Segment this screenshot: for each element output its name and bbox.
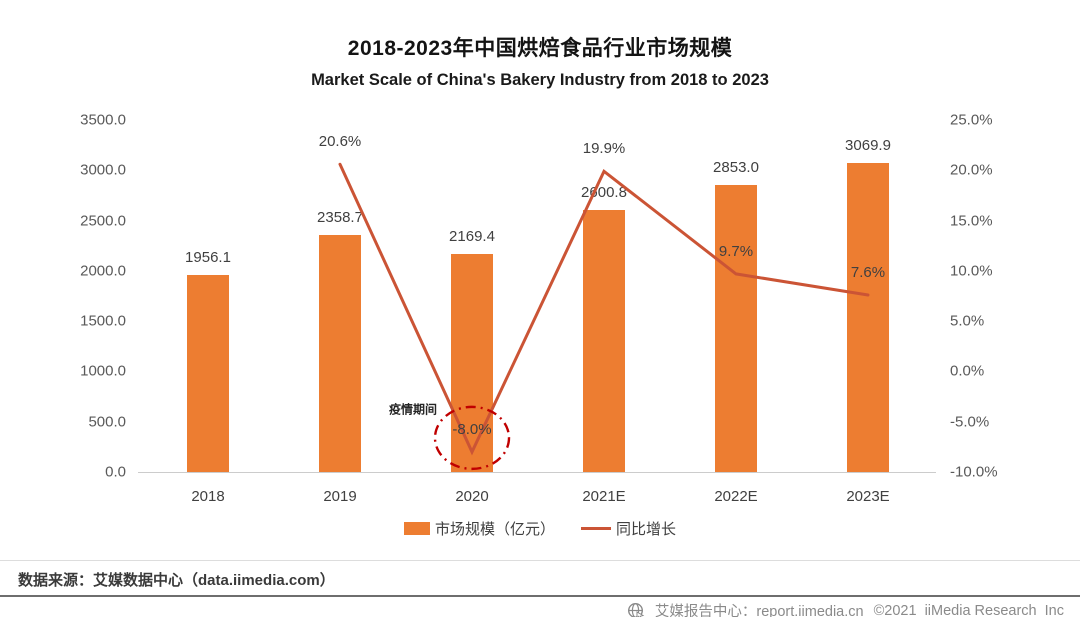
x-axis-label: 2020 — [455, 488, 489, 505]
bar — [715, 185, 757, 472]
legend-label: 市场规模（亿元） — [434, 521, 555, 538]
x-axis-label: 2023E — [846, 488, 890, 505]
y-axis-tick-left: 3500.0 — [80, 111, 126, 129]
y-axis-tick-right: 20.0% — [950, 161, 993, 179]
globe-cursor-icon — [627, 602, 645, 617]
y-axis-tick-right: 0.0% — [950, 362, 985, 380]
y-axis-tick-left: 500.0 — [88, 413, 126, 431]
footer-brand: 艾媒报告中心：report.iimedia.cn — [654, 604, 864, 617]
bar — [847, 163, 889, 472]
y-axis-tick-left: 1000.0 — [80, 362, 126, 380]
legend-item-yoy-growth: 同比增长 — [581, 518, 676, 539]
bar — [583, 210, 625, 472]
bar-value-label: 1956.1 — [185, 249, 231, 267]
y-axis-tick-left: 1500.0 — [80, 312, 126, 330]
bar-value-label: 2600.8 — [581, 184, 627, 202]
legend-line-swatch — [581, 527, 611, 530]
bar — [451, 253, 493, 472]
bar-value-label: 2358.7 — [317, 208, 363, 226]
chart-subtitle: Market Scale of China's Bakery Industry … — [311, 71, 769, 89]
y-axis-tick-right: 5.0% — [950, 312, 985, 330]
legend-item-market-scale: 市场规模（亿元） — [403, 518, 555, 539]
chart-title: 2018-2023年中国烘焙食品行业市场规模 — [347, 37, 733, 60]
x-axis-label: 2019 — [323, 488, 357, 505]
x-axis-label: 2022E — [714, 488, 758, 505]
growth-point-label: -8.0% — [452, 420, 492, 438]
bar — [319, 234, 361, 472]
growth-point-label: 9.7% — [718, 242, 754, 260]
x-axis-label: 2018 — [191, 488, 225, 505]
y-axis-tick-left: 3000.0 — [80, 161, 126, 179]
growth-point-label: 20.6% — [318, 133, 362, 151]
x-axis-label: 2021E — [582, 488, 626, 505]
y-axis-tick-right: -10.0% — [950, 463, 998, 481]
footer-copyright: ©2021 iiMedia Research Inc — [873, 602, 1064, 617]
y-axis-tick-right: -5.0% — [950, 413, 990, 431]
y-axis-tick-right: 25.0% — [950, 111, 993, 129]
legend-bar-swatch — [403, 522, 430, 535]
annotation-label: 疫情期间 — [388, 402, 437, 417]
y-axis-tick-left: 0.0 — [105, 463, 126, 481]
source-note: 数据来源：艾媒数据中心（data.iimedia.com） — [18, 572, 335, 589]
bar — [187, 275, 229, 472]
divider-top — [0, 560, 1080, 561]
growth-point-label: 7.6% — [850, 263, 886, 281]
footer: 艾媒报告中心：report.iimedia.cn ©2021 iiMedia R… — [627, 600, 1064, 617]
bar-value-label: 2169.4 — [449, 227, 495, 245]
y-axis-tick-right: 15.0% — [950, 212, 993, 230]
growth-point-label: 19.9% — [582, 140, 626, 158]
chart-legend: 市场规模（亿元） 同比增长 — [0, 518, 1080, 539]
y-axis-tick-left: 2000.0 — [80, 262, 126, 280]
divider-bottom — [0, 595, 1080, 597]
y-axis-tick-right: 10.0% — [950, 262, 993, 280]
legend-label: 同比增长 — [616, 521, 677, 538]
x-axis-line — [138, 472, 936, 473]
bar-value-label: 2853.0 — [713, 159, 759, 177]
y-axis-tick-left: 2500.0 — [80, 212, 126, 230]
bar-value-label: 3069.9 — [845, 137, 891, 155]
